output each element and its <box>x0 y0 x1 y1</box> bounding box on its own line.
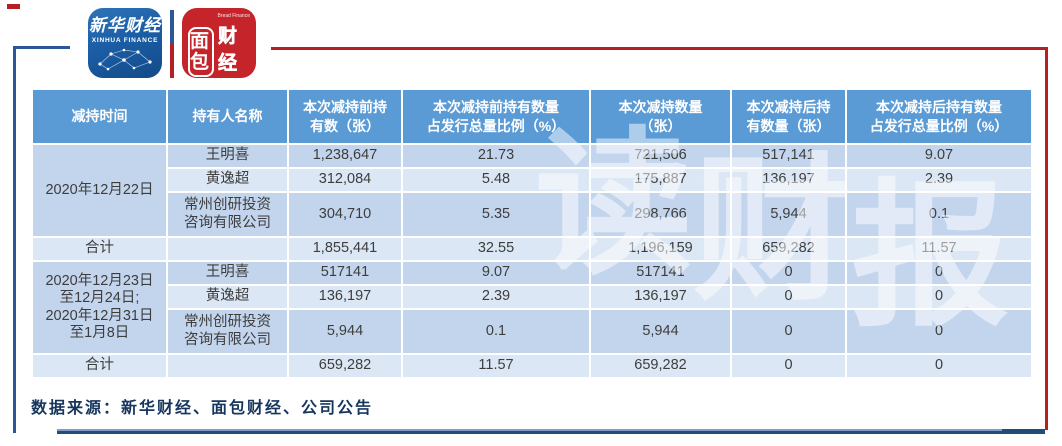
holder-cell-empty <box>166 353 289 379</box>
value-cell: 0 <box>730 284 847 310</box>
value-cell: 298,766 <box>589 191 732 238</box>
col-header-before-pct: 本次减持前持有数量 占发行总量比例（%） <box>401 88 591 145</box>
table-row: 2020年12月23日 至12月24日; 2020年12月31日 至1月8日 王… <box>31 260 1033 355</box>
value-cell: 9.07 <box>401 260 591 286</box>
bread-logo-subtitle: Bread Finance <box>217 13 250 19</box>
logo-divider-red <box>170 44 174 78</box>
xinhua-logo-title: 新华财经 <box>89 16 161 35</box>
col-header-before: 本次减持前持 有数（张） <box>287 88 403 145</box>
table-row: 2020年12月22日 王明喜 1,238,647 21.73 721,506 … <box>31 143 1033 238</box>
value-cell: 1,196,159 <box>589 236 732 262</box>
value-cell: 0 <box>845 308 1033 355</box>
value-cell: 0 <box>845 353 1033 379</box>
holder-cell: 常州创研投资 咨询有限公司 <box>166 308 289 355</box>
logo-divider-blue <box>170 10 174 44</box>
value-cell: 0.1 <box>401 308 591 355</box>
table-row: 常州创研投资 咨询有限公司 5,944 0.1 5,944 0 0 <box>32 308 1033 355</box>
table-row: 常州创研投资 咨询有限公司 304,710 5.35 298,766 5,944… <box>32 191 1033 238</box>
value-cell: 5,944 <box>730 191 847 238</box>
value-cell: 136,197 <box>589 284 732 310</box>
frame-blue-vertical <box>13 46 16 433</box>
value-cell: 2.39 <box>401 284 591 310</box>
frame-red-horizontal <box>271 47 1048 50</box>
xinhua-logo-subtitle: XINHUA FINANCE <box>91 37 159 44</box>
value-cell: 21.73 <box>401 143 591 169</box>
col-header-after-pct: 本次减持后持有数量 占发行总量比例（%） <box>845 88 1033 145</box>
holder-cell: 王明喜 <box>166 143 289 169</box>
value-cell: 5.35 <box>401 191 591 238</box>
bread-logo-box: 面包 <box>188 27 214 77</box>
bottom-bar-highlight <box>57 429 1002 431</box>
value-cell: 0 <box>730 353 847 379</box>
value-cell: 1,238,647 <box>287 143 403 169</box>
frame-red-vertical <box>1045 47 1048 430</box>
value-cell: 721,506 <box>589 143 732 169</box>
subtotal-label: 合计 <box>31 353 168 379</box>
time-cell: 2020年12月23日 至12月24日; 2020年12月31日 至1月8日 <box>31 260 168 355</box>
value-cell: 175,887 <box>589 167 732 193</box>
holder-cell: 黄逸超 <box>166 167 289 193</box>
value-cell: 9.07 <box>845 143 1033 169</box>
value-cell: 0 <box>730 308 847 355</box>
value-cell: 0 <box>730 260 847 286</box>
constellation-icon <box>98 48 152 71</box>
header-row: 减持时间 持有人名称 本次减持前持 有数（张） 本次减持前持有数量 占发行总量比… <box>31 88 1033 145</box>
value-cell: 136,197 <box>287 284 403 310</box>
table-row: 黄逸超 136,197 2.39 136,197 0 0 <box>32 284 1033 310</box>
table-row: 黄逸超 312,084 5.48 175,887 136,197 2.39 <box>32 167 1033 193</box>
value-cell: 312,084 <box>287 167 403 193</box>
holder-cell-empty <box>166 236 289 262</box>
bottom-bar <box>57 429 1045 434</box>
bread-finance-logo: Bread Finance 面包 财经 <box>182 8 256 78</box>
value-cell: 1,855,441 <box>287 236 403 262</box>
col-header-reduced: 本次减持数量 （张） <box>589 88 732 145</box>
value-cell: 0 <box>845 284 1033 310</box>
subtotal-row: 合计 659,282 11.57 659,282 0 0 <box>31 353 1033 379</box>
col-header-after: 本次减持后持 有数量（张） <box>730 88 847 145</box>
value-cell: 517141 <box>589 260 732 286</box>
value-cell: 136,197 <box>730 167 847 193</box>
value-cell: 11.57 <box>401 353 591 379</box>
value-cell: 5.48 <box>401 167 591 193</box>
value-cell: 5,944 <box>589 308 732 355</box>
xinhua-finance-logo: 新华财经 XINHUA FINANCE <box>88 8 162 78</box>
value-cell: 659,282 <box>589 353 732 379</box>
holder-cell: 常州创研投资 咨询有限公司 <box>166 191 289 238</box>
holder-cell: 王明喜 <box>166 260 289 286</box>
col-header-time: 减持时间 <box>31 88 168 145</box>
value-cell: 5,944 <box>287 308 403 355</box>
value-cell: 0.1 <box>845 191 1033 238</box>
subtotal-row: 合计 1,855,441 32.55 1,196,159 659,282 11.… <box>31 236 1033 262</box>
value-cell: 517,141 <box>730 143 847 169</box>
value-cell: 304,710 <box>287 191 403 238</box>
value-cell: 0 <box>845 260 1033 286</box>
col-header-holder: 持有人名称 <box>166 88 289 145</box>
holdings-reduction-table: 减持时间 持有人名称 本次减持前持 有数（张） 本次减持前持有数量 占发行总量比… <box>31 88 1033 379</box>
subtotal-label: 合计 <box>31 236 168 262</box>
value-cell: 517141 <box>287 260 403 286</box>
frame-blue-horizontal <box>13 46 70 49</box>
data-source-note: 数据来源：新华财经、面包财经、公司公告 <box>31 400 374 417</box>
value-cell: 32.55 <box>401 236 591 262</box>
time-cell: 2020年12月22日 <box>31 143 168 238</box>
value-cell: 11.57 <box>845 236 1033 262</box>
value-cell: 659,282 <box>287 353 403 379</box>
value-cell: 659,282 <box>730 236 847 262</box>
holder-cell: 黄逸超 <box>166 284 289 310</box>
bread-logo-chars: 财经 <box>217 26 238 75</box>
value-cell: 2.39 <box>845 167 1033 193</box>
corner-red-dash <box>7 4 20 9</box>
